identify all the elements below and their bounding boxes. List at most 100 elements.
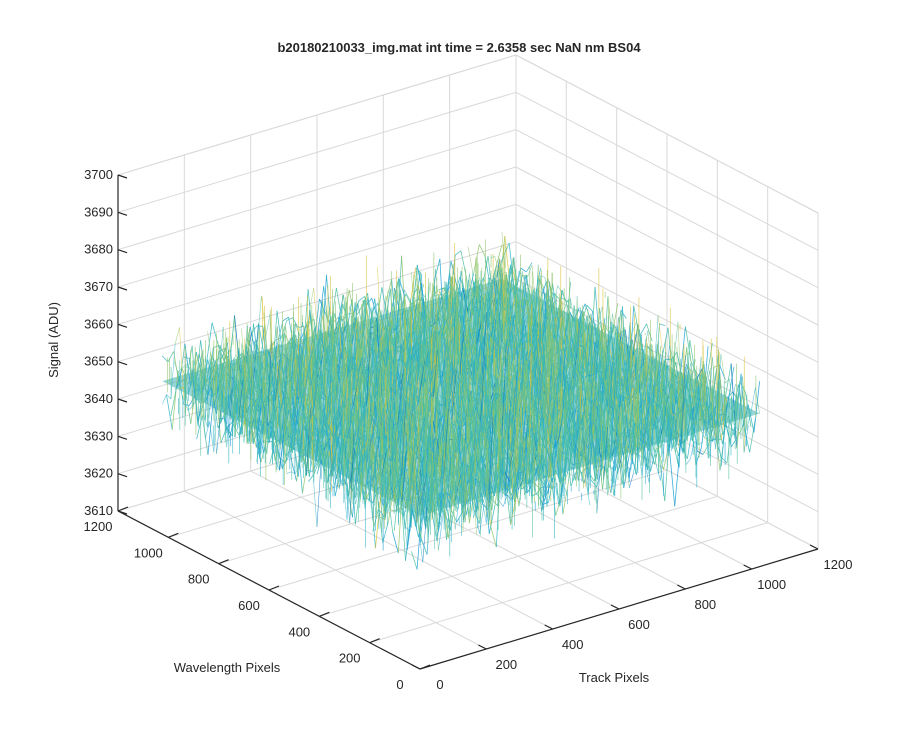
grid-line bbox=[117, 91, 517, 213]
surface-line bbox=[313, 459, 321, 475]
surface-line bbox=[176, 368, 183, 388]
surface-line bbox=[520, 267, 527, 273]
surface-line bbox=[371, 302, 379, 313]
surface-line bbox=[497, 392, 504, 420]
surface-line bbox=[351, 303, 359, 345]
grid-line bbox=[268, 469, 668, 591]
surface-line bbox=[490, 526, 497, 548]
surface-line bbox=[587, 470, 595, 482]
surface-line bbox=[744, 391, 752, 428]
surface-line bbox=[459, 277, 466, 293]
surface-line bbox=[392, 531, 399, 554]
surface-line bbox=[473, 244, 480, 274]
surface-line bbox=[428, 281, 435, 326]
surface-line bbox=[573, 307, 580, 321]
surface-line bbox=[685, 425, 692, 441]
surface-line bbox=[167, 351, 174, 363]
surface-plot bbox=[162, 231, 761, 570]
surface-line bbox=[237, 353, 244, 363]
surface-line bbox=[488, 505, 496, 534]
surface-line bbox=[385, 279, 393, 302]
surface-line bbox=[178, 343, 186, 385]
surface-line bbox=[398, 278, 405, 296]
surface-line bbox=[522, 340, 529, 344]
surface-line bbox=[662, 327, 669, 357]
surface-line bbox=[503, 242, 510, 257]
surface-line bbox=[551, 423, 558, 467]
surface-line bbox=[440, 282, 447, 377]
surface-line bbox=[743, 426, 751, 453]
surface-line bbox=[207, 396, 215, 455]
surface-line bbox=[419, 481, 426, 526]
surface-line bbox=[170, 387, 177, 417]
surface-line bbox=[469, 285, 476, 335]
surface-line bbox=[330, 287, 337, 327]
surface-line bbox=[323, 286, 330, 338]
surface-line bbox=[646, 323, 653, 342]
surface-line bbox=[541, 455, 548, 507]
grid-line bbox=[319, 495, 718, 617]
surface-line bbox=[369, 480, 376, 549]
surface-line bbox=[562, 313, 569, 345]
grid-line bbox=[117, 166, 517, 288]
surface-line bbox=[570, 471, 577, 487]
surface-line bbox=[336, 332, 344, 381]
surface-line bbox=[376, 492, 384, 543]
surface-line bbox=[726, 391, 733, 399]
surface-line bbox=[440, 294, 446, 296]
surface-line bbox=[698, 425, 705, 438]
surface-line bbox=[659, 323, 666, 327]
surface-line bbox=[253, 323, 260, 370]
surface-line bbox=[749, 418, 756, 453]
surface-line bbox=[204, 376, 211, 384]
surface-line bbox=[491, 499, 498, 506]
surface-line bbox=[736, 391, 743, 449]
surface-line bbox=[484, 255, 491, 288]
surface-line bbox=[633, 305, 640, 337]
surface-line bbox=[712, 355, 719, 403]
surface-line bbox=[590, 479, 597, 488]
surface-line bbox=[730, 363, 738, 449]
surface-line bbox=[193, 353, 200, 374]
surface-line bbox=[376, 436, 383, 485]
surface-line bbox=[455, 250, 462, 256]
surface-line bbox=[450, 509, 458, 523]
surface-line bbox=[183, 356, 190, 359]
surface-line bbox=[216, 357, 222, 361]
surface-line bbox=[375, 490, 382, 549]
surface-line bbox=[203, 385, 210, 404]
grid-line bbox=[515, 203, 819, 363]
surface-line bbox=[358, 295, 365, 301]
surface-line bbox=[203, 380, 210, 389]
grid-line bbox=[369, 522, 768, 644]
surface-line bbox=[389, 509, 396, 512]
surface-line bbox=[411, 551, 418, 570]
pane-edge bbox=[515, 54, 819, 214]
surface-line bbox=[510, 496, 517, 525]
surface-line bbox=[347, 370, 355, 378]
grid-line bbox=[117, 241, 517, 363]
grid-line bbox=[515, 278, 819, 438]
surface-line bbox=[525, 262, 533, 273]
surface-line bbox=[282, 316, 289, 322]
surface-line bbox=[647, 424, 654, 470]
surface-line bbox=[316, 455, 323, 475]
surface-line bbox=[286, 317, 293, 321]
grid-line bbox=[515, 91, 819, 251]
surface-line bbox=[166, 395, 173, 430]
surface-line bbox=[610, 440, 617, 493]
surface-line bbox=[257, 325, 263, 327]
surface-line bbox=[566, 449, 574, 475]
surface-line bbox=[727, 366, 735, 401]
surface-line bbox=[512, 362, 520, 370]
surface-line bbox=[450, 261, 458, 286]
surface-line bbox=[504, 471, 511, 483]
surface-line bbox=[560, 387, 568, 486]
surface-line bbox=[586, 304, 593, 312]
chart-title: b20180210033_img.mat int time = 2.6358 s… bbox=[277, 40, 641, 55]
surface-line bbox=[562, 481, 569, 515]
surface-line bbox=[689, 405, 697, 465]
surface-line bbox=[419, 497, 427, 529]
surface-line bbox=[599, 308, 606, 365]
surface-line bbox=[171, 371, 179, 430]
